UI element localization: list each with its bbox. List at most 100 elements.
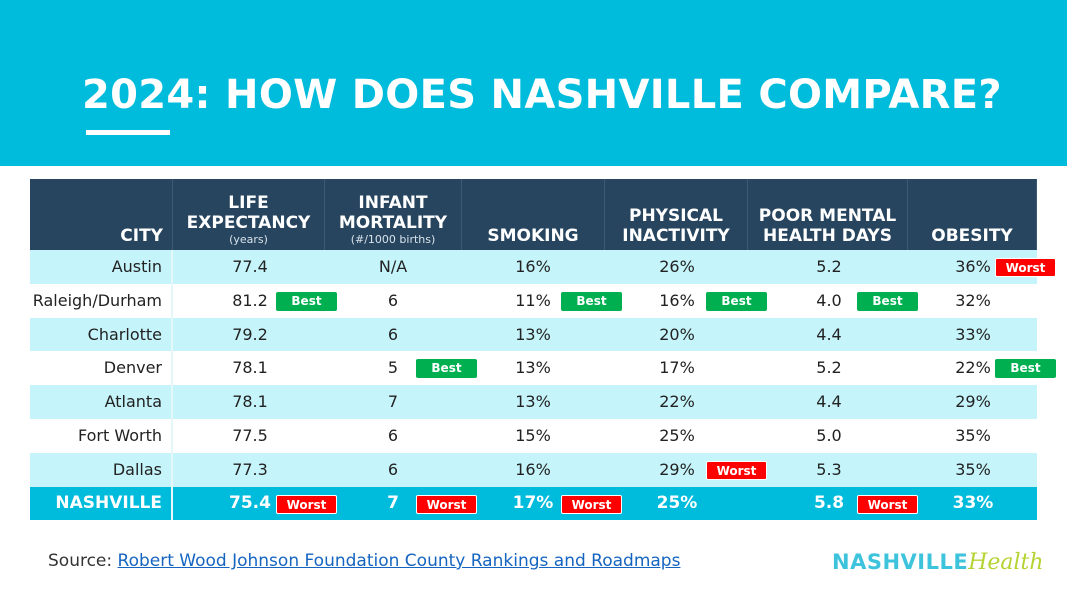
table-cell: 5 Best: [325, 351, 477, 385]
table-row: Atlanta 78.1 7 13% 22% 4.4 29%: [30, 385, 1037, 419]
table-row: Raleigh/Durham 81.2 Best 6 11% Best 16% Best 4.0…: [30, 283, 1037, 318]
table-cell: 15%: [462, 419, 605, 453]
cell-value: 26%: [659, 257, 695, 276]
city-name: Dallas: [30, 452, 173, 487]
column-header: POOR MENTAL HEALTH DAYS: [748, 179, 908, 250]
source-link[interactable]: Robert Wood Johnson Foundation County Ra…: [117, 551, 681, 571]
cell-value: 5.2: [816, 358, 842, 378]
title-underline: [86, 130, 170, 135]
table-cell: 11% Best: [462, 284, 622, 318]
table-cell: 78.1: [173, 385, 325, 419]
table-cell: 13%: [462, 318, 605, 352]
column-header: INFANT MORTALITY (#/1000 births): [325, 179, 462, 250]
cell-value: 7: [387, 392, 399, 412]
table-cell: 5.8 Worst: [748, 487, 918, 521]
column-header-unit: (years): [229, 233, 268, 246]
table-cell: 13%: [462, 351, 605, 385]
page-title: 2024: HOW DOES NASHVILLE COMPARE?: [82, 72, 1002, 118]
table-cell: 35%: [908, 419, 1037, 453]
table-cell: 29% Worst: [605, 453, 767, 487]
cell-value: 6: [387, 324, 399, 344]
cell-value: 33%: [952, 492, 994, 513]
table-cell: 7: [325, 385, 462, 419]
city-name: Charlotte: [30, 317, 173, 352]
table-cell: 5.2: [748, 351, 908, 385]
cell-value: 77.4: [232, 257, 268, 276]
cell-value: 77.3: [232, 459, 268, 479]
cell-value: 33%: [955, 324, 991, 344]
table-cell: 6: [325, 419, 462, 453]
table-cell: 20%: [605, 318, 748, 352]
table-cell: 25%: [605, 487, 748, 521]
title-banner: [0, 0, 1067, 166]
cell-value: 11%: [515, 290, 551, 310]
column-header: CITY: [30, 179, 173, 250]
table-cell: 75.4 Worst: [173, 487, 337, 521]
comparison-table: CITY LIFE EXPECTANCY (years) INFANT MORTALI…: [30, 179, 1056, 521]
table-cell: 25%: [605, 419, 748, 453]
table-cell: 79.2: [173, 318, 325, 352]
table-cell: 29%: [908, 385, 1037, 419]
cell-value: 16%: [515, 459, 551, 479]
table-cell: 5.0: [748, 419, 908, 453]
city-name: Fort Worth: [30, 419, 173, 453]
worst-badge: Worst: [995, 258, 1056, 277]
table-cell: 4.0 Best: [748, 284, 918, 318]
table-row: Fort Worth 77.5 6 15% 25% 5.0 35%: [30, 419, 1037, 453]
column-header-label: OBESITY: [931, 226, 1013, 246]
cell-value: 25%: [659, 426, 695, 445]
best-badge: Best: [995, 359, 1056, 379]
cell-value: 6: [387, 290, 399, 310]
column-header-label: PHYSICAL INACTIVITY: [622, 206, 730, 246]
table-row: Denver 78.1 5 Best 13% 17% 5.2 22% Best: [30, 351, 1056, 386]
table-cell: 4.4: [748, 385, 908, 419]
table-cell: 77.3: [173, 453, 325, 487]
cell-value: N/A: [378, 257, 408, 276]
table-cell: 5.3: [748, 453, 908, 487]
cell-value: 75.4: [229, 492, 271, 513]
table-cell: 33%: [908, 487, 1037, 521]
best-badge: Best: [416, 359, 477, 379]
cell-value: 6: [387, 426, 399, 445]
cell-value: 78.1: [232, 358, 268, 378]
city-name: Raleigh/Durham: [30, 283, 173, 318]
cell-value: 13%: [515, 392, 551, 412]
worst-badge: Worst: [561, 494, 622, 514]
cell-value: 5.0: [816, 426, 842, 445]
cell-value: 7: [387, 492, 399, 513]
worst-badge: Worst: [416, 494, 477, 514]
cell-value: 17%: [659, 358, 695, 378]
table-cell: 26%: [605, 250, 748, 284]
cell-value: 35%: [955, 426, 991, 445]
table-cell: 16%: [462, 250, 605, 284]
column-header-label: INFANT MORTALITY: [338, 193, 448, 233]
column-header: OBESITY: [908, 179, 1037, 250]
table-cell: 6: [325, 318, 462, 352]
table-cell: 77.5: [173, 419, 325, 453]
table-row: NASHVILLE 75.4 Worst 7 Worst 17% Worst 25% 5.8 Wo…: [30, 486, 1037, 521]
cell-value: 22%: [955, 358, 991, 378]
cell-value: 77.5: [232, 426, 268, 445]
table-cell: 6: [325, 453, 462, 487]
cell-value: 4.4: [816, 324, 842, 344]
city-name: Denver: [30, 351, 173, 386]
column-header: SMOKING: [462, 179, 605, 250]
column-header-label: POOR MENTAL HEALTH DAYS: [758, 206, 897, 246]
table-cell: 35%: [908, 453, 1037, 487]
worst-badge: Worst: [857, 494, 918, 514]
table-cell: 13%: [462, 385, 605, 419]
table-row: Dallas 77.3 6 16% 29% Worst 5.3 35%: [30, 452, 1037, 487]
table-cell: 33%: [908, 318, 1037, 352]
cell-value: 16%: [515, 257, 551, 276]
logo-word-health: Health: [968, 550, 1044, 575]
best-badge: Best: [706, 291, 767, 311]
cell-value: 35%: [955, 459, 991, 479]
table-cell: 78.1: [173, 351, 325, 385]
nashville-health-logo: NASHVILLEHealth: [832, 550, 1044, 575]
column-header: LIFE EXPECTANCY (years): [173, 179, 325, 250]
best-badge: Best: [561, 291, 622, 311]
best-badge: Best: [276, 291, 337, 311]
cell-value: 25%: [656, 492, 698, 513]
cell-value: 13%: [515, 358, 551, 378]
table-cell: 7 Worst: [325, 487, 477, 521]
